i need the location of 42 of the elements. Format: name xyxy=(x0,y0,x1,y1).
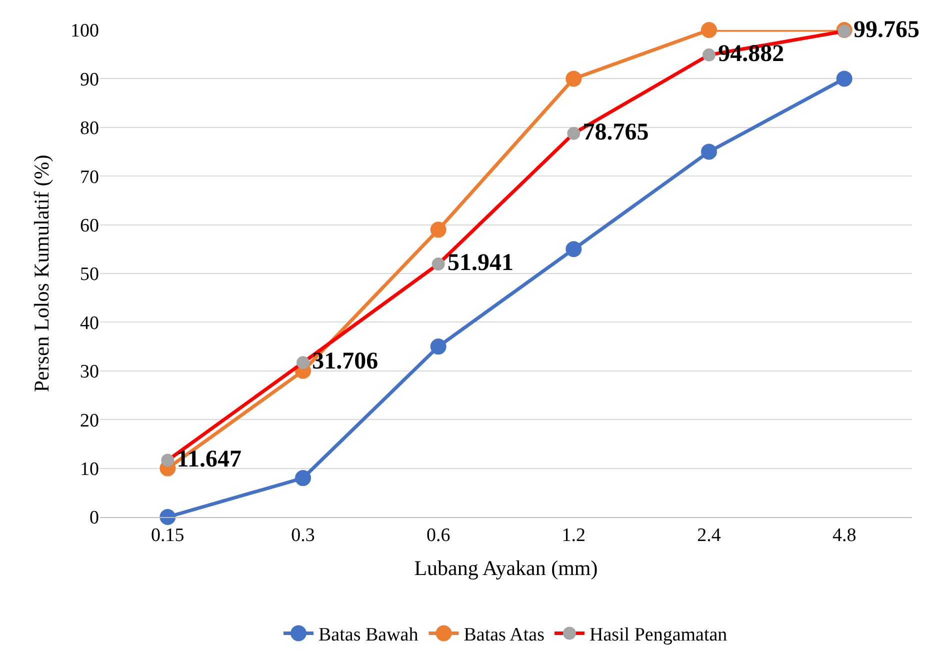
legend-label: Batas Atas xyxy=(464,624,544,646)
data-label: 11.647 xyxy=(176,446,242,472)
x-tick-label: 4.8 xyxy=(832,524,856,546)
y-tick-label: 0 xyxy=(90,508,99,529)
point xyxy=(160,509,176,525)
data-label: 94.882 xyxy=(718,40,784,67)
x-tick-label: 0.3 xyxy=(291,524,315,546)
x-tick-label: 2.4 xyxy=(697,524,722,546)
y-tick-label: 10 xyxy=(80,458,99,480)
y-tick-label: 80 xyxy=(80,118,99,140)
data-label: 78.765 xyxy=(582,119,649,146)
point xyxy=(161,454,174,467)
point xyxy=(430,338,446,355)
data-label: 31.706 xyxy=(312,348,378,375)
data-label: 99.765 xyxy=(853,17,920,44)
point xyxy=(701,144,717,160)
point xyxy=(567,126,580,140)
y-tick-label: 70 xyxy=(80,166,99,188)
y-tick-label: 20 xyxy=(80,410,99,432)
y-tick-label: 100 xyxy=(70,20,99,42)
x-tick-label: 0.6 xyxy=(426,524,450,546)
point xyxy=(836,70,852,87)
legend-label: Batas Bawah xyxy=(318,624,419,646)
point xyxy=(296,356,310,370)
point xyxy=(430,222,446,238)
x-axis-title: Lubang Ayakan (mm) xyxy=(414,556,598,580)
point xyxy=(295,470,311,486)
y-tick-label: 40 xyxy=(80,312,99,334)
y-tick-label: 50 xyxy=(80,264,99,286)
data-label: 51.941 xyxy=(447,250,514,276)
legend-label: Hasil Pengamatan xyxy=(589,624,728,646)
point xyxy=(566,70,582,87)
y-tick-label: 60 xyxy=(80,215,99,236)
y-tick-label: 30 xyxy=(80,362,99,383)
point xyxy=(702,48,716,62)
point xyxy=(432,258,445,271)
point xyxy=(566,241,582,258)
y-axis-title: Persen Lolos Kumulatif (%) xyxy=(30,154,54,392)
y-tick-label: 90 xyxy=(80,69,99,90)
x-tick-label: 0.15 xyxy=(151,524,184,546)
point xyxy=(701,22,717,38)
x-tick-label: 1.2 xyxy=(562,524,586,546)
